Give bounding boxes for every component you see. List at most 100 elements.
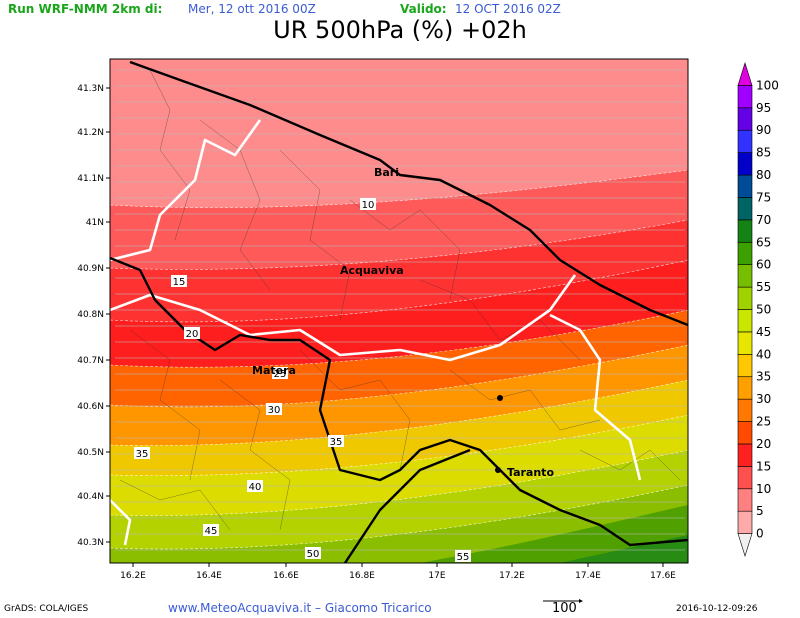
colorbar-label: 65 (756, 235, 771, 249)
regional-borders (110, 119, 642, 546)
lat-tick-41.2: 41.2N (77, 128, 104, 138)
contour-label-20: 20 (186, 329, 199, 340)
colorbar-label: 20 (756, 437, 771, 451)
colorbar-label: 85 (756, 146, 771, 160)
colorbar-label: 35 (756, 370, 771, 384)
colorbar-segment (737, 510, 753, 534)
colorbar-segment (737, 398, 753, 422)
lat-tick-41.3: 41.3N (77, 84, 104, 94)
place-label-acquaviva: Acquaviva (340, 264, 404, 277)
lon-tick-17.0: 17E (428, 571, 445, 581)
colorbar-segment (737, 443, 753, 467)
colorbar-segment (737, 264, 753, 288)
colorbar-label: 60 (756, 258, 771, 272)
colorbar-label: 10 (756, 482, 771, 496)
place-labels: Bari Acquaviva Matera Taranto (252, 166, 554, 479)
render-timestamp: 2016-10-12-09:26 (676, 604, 758, 614)
colorbar-label: 95 (756, 101, 771, 115)
contour-label-40: 40 (249, 482, 262, 493)
lat-tick-40.8: 40.8N (77, 310, 104, 320)
colorbar-segment (737, 376, 753, 400)
valid-date: 12 OCT 2016 02Z (455, 2, 561, 16)
reference-vector-value: 100 (552, 601, 577, 616)
place-label-matera: Matera (252, 364, 296, 377)
place-markers (495, 395, 503, 473)
contour-label-15: 15 (173, 277, 186, 288)
map-title: UR 500hPa (%) +02h (273, 16, 527, 44)
plot-frame (109, 58, 689, 564)
colorbar-label: 25 (756, 415, 771, 429)
contour-lines (110, 169, 688, 550)
colorbar-label: 50 (756, 303, 771, 317)
valid-label: Valido: (400, 2, 447, 16)
lat-tick-40.3: 40.3N (77, 538, 104, 548)
wind-vectors (115, 69, 685, 551)
colorbar-label: 0 (756, 527, 764, 541)
lat-tick-41.1: 41.1N (77, 174, 104, 184)
colorbar-label: 90 (756, 123, 771, 137)
lon-tick-17.4: 17.4E (575, 571, 601, 581)
colorbar-segment (737, 152, 753, 176)
lat-tick-40.9: 40.9N (77, 264, 104, 274)
latitude-axis: 41.3N 41.2N 41.1N 41N 40.9N 40.8N 40.7N … (77, 84, 104, 548)
colorbar-labels: 1009590858075706560555045403530252015105… (756, 78, 779, 540)
colorbar-label: 45 (756, 325, 771, 339)
contour-label-30: 30 (268, 405, 281, 416)
contour-label-35a: 35 (330, 437, 343, 448)
lon-tick-16.2: 16.2E (120, 571, 146, 581)
colorbar-label: 75 (756, 190, 771, 204)
colorbar-segment (737, 129, 753, 153)
colorbar-label: 100 (756, 78, 779, 92)
colorbar-label: 70 (756, 213, 771, 227)
colorbar-segment (737, 219, 753, 243)
band-55-60 (420, 505, 688, 563)
coastline (110, 60, 688, 563)
contour-label-55: 55 (457, 552, 470, 563)
run-date: Mer, 12 ott 2016 00Z (188, 2, 316, 16)
colorbar-segment (737, 107, 753, 131)
colorbar-segment (737, 533, 753, 558)
reference-vector-icon (543, 599, 583, 603)
run-label: Run WRF-NMM 2km di: (8, 2, 163, 16)
lon-tick-16.6: 16.6E (273, 571, 299, 581)
lat-tick-40.4: 40.4N (77, 492, 104, 502)
colorbar-label: 30 (756, 392, 771, 406)
contour-label-boxes: 10 15 20 25 30 35 35 40 45 50 55 (134, 198, 471, 563)
lon-tick-17.2: 17.2E (499, 571, 525, 581)
lon-tick-17.6: 17.6E (650, 571, 676, 581)
colorbar-segment (737, 61, 753, 86)
colorbar-label: 80 (756, 168, 771, 182)
colorbar-segment (737, 241, 753, 265)
colorbar-segment (737, 466, 753, 490)
colorbar-label: 5 (756, 504, 764, 518)
colorbar (737, 61, 753, 558)
colorbar-segment (737, 421, 753, 445)
longitude-ticks (132, 563, 664, 567)
colorbar-segment (737, 309, 753, 333)
contour-label-25: 25 (274, 369, 287, 380)
colorbar-label: 55 (756, 280, 771, 294)
site-credit: www.MeteoAcquaviva.it – Giacomo Tricaric… (168, 601, 432, 615)
place-label-taranto: Taranto (507, 466, 554, 479)
contour-label-10: 10 (362, 200, 375, 211)
colorbar-segment (737, 286, 753, 310)
colorbar-segment (737, 331, 753, 355)
lon-tick-16.4: 16.4E (196, 571, 222, 581)
place-label-bari: Bari (374, 166, 399, 179)
lat-tick-40.5: 40.5N (77, 448, 104, 458)
colorbar-label: 15 (756, 459, 771, 473)
humidity-field: 10 15 20 25 30 35 35 40 45 50 55 Bari Ac… (110, 59, 688, 563)
contour-label-45: 45 (205, 526, 218, 537)
longitude-axis: 16.2E 16.4E 16.6E 16.8E 17E 17.2E 17.4E … (120, 571, 676, 581)
latitude-ticks (106, 87, 110, 543)
lat-tick-40.7: 40.7N (77, 356, 104, 366)
lat-tick-40.6: 40.6N (77, 402, 104, 412)
lon-tick-16.8: 16.8E (349, 571, 375, 581)
colorbar-segment (737, 85, 753, 109)
colorbar-segment (737, 174, 753, 198)
contour-label-50: 50 (307, 549, 320, 560)
colorbar-segment (737, 488, 753, 512)
lat-tick-41.0: 41N (86, 218, 104, 228)
colorbar-segment (737, 354, 753, 378)
